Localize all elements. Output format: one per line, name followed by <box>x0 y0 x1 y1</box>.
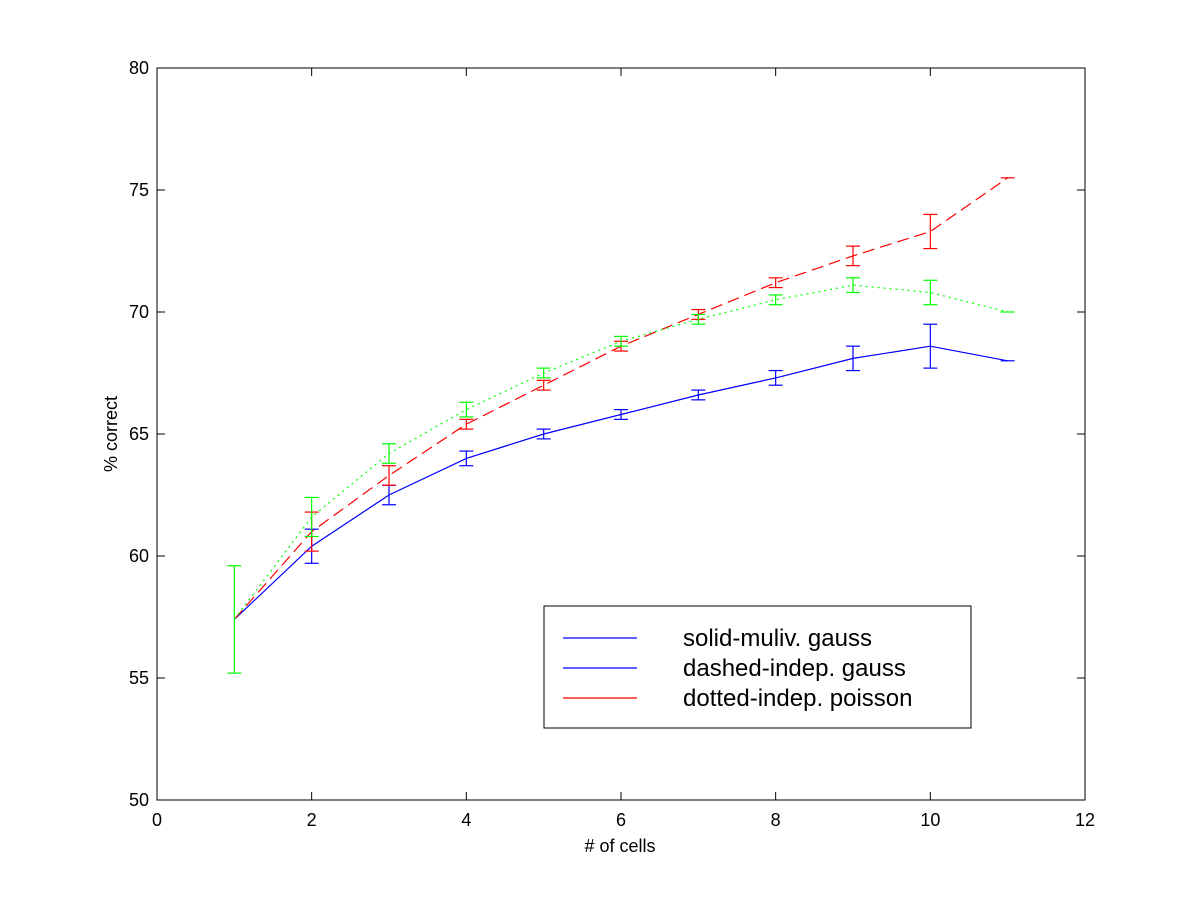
x-tick-label: 12 <box>1075 810 1095 830</box>
x-tick-label: 4 <box>461 810 471 830</box>
y-tick-label: 55 <box>129 668 149 688</box>
x-tick-label: 8 <box>771 810 781 830</box>
legend: solid-muliv. gauss dashed-indep. gauss dot… <box>543 605 972 729</box>
legend-label: solid-muliv. gauss <box>683 625 872 652</box>
x-tick-label: 2 <box>307 810 317 830</box>
series-line-solid <box>233 345 1008 620</box>
series-line-dotted <box>233 284 1008 620</box>
axes: 0 2 4 6 8 10 12 50 55 60 65 70 75 80 <box>129 58 1095 830</box>
y-tick-label: 60 <box>129 546 149 566</box>
plot-content <box>227 177 1015 674</box>
y-tick-label: 65 <box>129 424 149 444</box>
series-line-dashed <box>233 177 1009 620</box>
y-tick-label: 50 <box>129 790 149 810</box>
y-axis-label: % correct <box>101 396 121 472</box>
x-axis-label: # of cells <box>584 836 655 856</box>
legend-box <box>543 605 972 729</box>
x-tick-label: 10 <box>920 810 940 830</box>
y-tick-label: 80 <box>129 58 149 78</box>
legend-label: dotted-indep. poisson <box>683 685 913 712</box>
x-tick-label: 6 <box>616 810 626 830</box>
legend-entries: solid-muliv. gauss dashed-indep. gauss dot… <box>563 625 913 712</box>
legend-label: dashed-indep. gauss <box>683 655 906 682</box>
x-tick-label: 0 <box>152 810 162 830</box>
y-tick-label: 70 <box>129 302 149 322</box>
y-tick-label: 75 <box>129 180 149 200</box>
